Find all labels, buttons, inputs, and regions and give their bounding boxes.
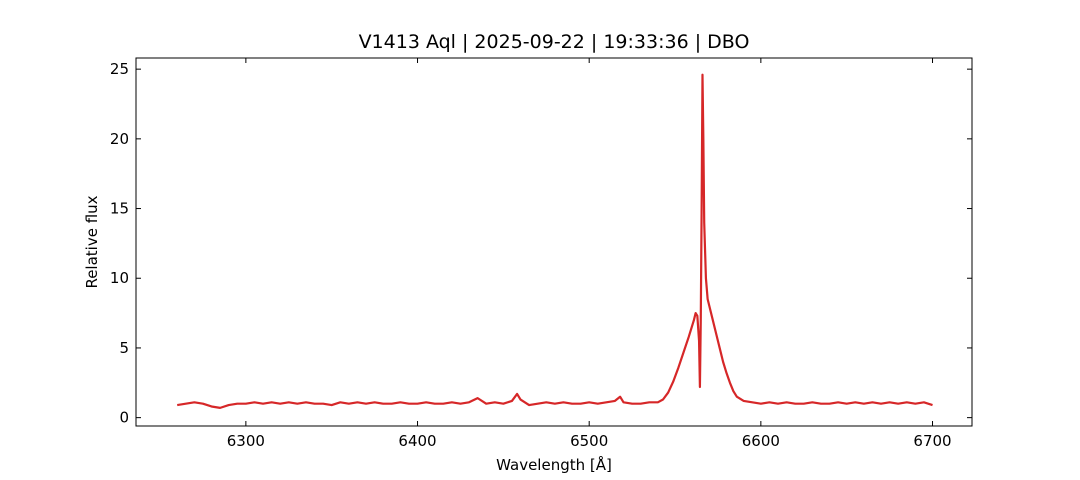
y-tick-label: 0 xyxy=(119,409,129,427)
y-tick-label: 20 xyxy=(110,130,129,148)
y-axis: 0 5 10 15 20 25 xyxy=(110,60,972,427)
x-tick-label: 6700 xyxy=(913,432,951,450)
y-tick-label: 10 xyxy=(110,269,129,287)
x-tick-label: 6500 xyxy=(570,432,608,450)
y-tick-label: 15 xyxy=(110,200,129,218)
x-tick-label: 6300 xyxy=(227,432,265,450)
y-tick-label: 5 xyxy=(119,339,129,357)
spectrum-series-line xyxy=(177,73,933,409)
y-tick-label: 25 xyxy=(110,60,129,78)
x-tick-label: 6400 xyxy=(398,432,436,450)
y-axis-label: Relative flux xyxy=(83,195,101,288)
x-tick-label: 6600 xyxy=(742,432,780,450)
x-axis: 6300 6400 6500 6600 6700 xyxy=(227,58,952,450)
plot-frame xyxy=(135,57,973,427)
plot-area xyxy=(135,57,973,427)
x-axis-label: Wavelength [Å] xyxy=(496,455,612,474)
chart-title: V1413 Aql | 2025-09-22 | 19:33:36 | DBO xyxy=(359,31,750,53)
